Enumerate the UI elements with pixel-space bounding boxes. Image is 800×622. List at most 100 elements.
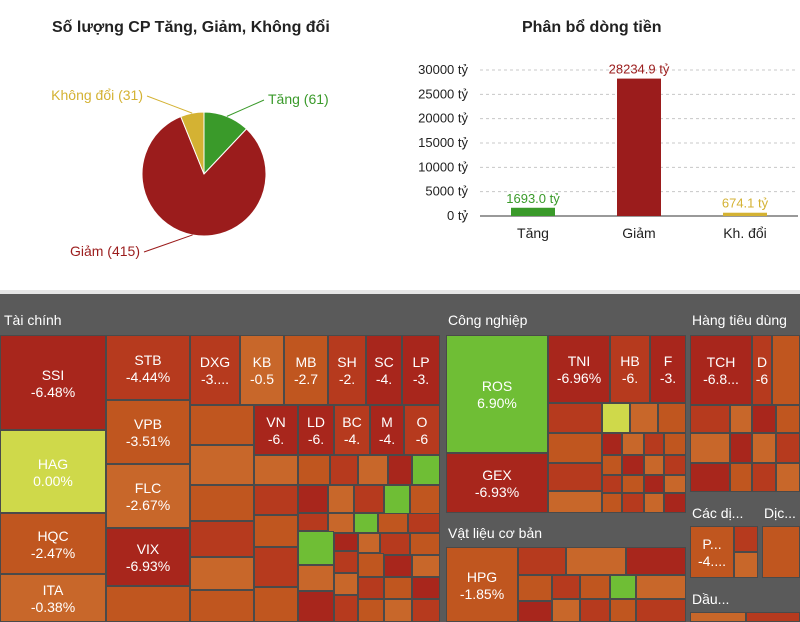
treemap-tile-sh[interactable]: SH -2. [328,335,366,405]
treemap-tile[interactable] [358,553,384,577]
treemap-tile[interactable] [378,513,408,533]
treemap-tile[interactable] [412,577,440,599]
treemap-tile[interactable] [734,526,758,552]
treemap-tile[interactable] [518,575,552,601]
treemap-tile[interactable] [358,577,384,599]
treemap-tile-dxg[interactable]: DXG -3.... [190,335,240,405]
treemap-tile[interactable] [552,575,580,599]
treemap-tile[interactable] [664,475,686,493]
treemap-tile-p[interactable]: P... -4.... [690,526,734,578]
treemap-tile-vix[interactable]: VIX -6.93% [106,528,190,586]
treemap-tile[interactable] [354,485,384,513]
treemap-tile[interactable] [358,455,388,485]
treemap-tile[interactable] [644,455,664,475]
treemap-tile[interactable] [384,577,412,599]
treemap-tile[interactable] [580,575,610,599]
treemap-tile-vn[interactable]: VN -6. [254,405,298,455]
treemap-tile[interactable] [630,403,658,433]
treemap-tile[interactable] [658,403,686,433]
treemap-tile[interactable] [772,335,800,405]
treemap-tile[interactable] [622,493,644,513]
treemap-tile[interactable] [644,475,664,493]
treemap-tile-gex[interactable]: GEX -6.93% [446,453,548,513]
treemap-tile[interactable] [664,433,686,455]
treemap-tile[interactable] [190,557,254,590]
treemap-tile[interactable] [410,485,440,515]
treemap-tile[interactable] [664,493,686,513]
treemap-tile[interactable] [752,405,776,433]
treemap-tile-sc[interactable]: SC -4. [366,335,402,405]
treemap-tile[interactable] [254,547,298,587]
treemap-tile[interactable] [254,485,298,515]
treemap-tile[interactable] [664,455,686,475]
treemap-tile[interactable] [622,455,644,475]
treemap-tile-m[interactable]: M -4. [370,405,404,455]
treemap-tile[interactable] [354,513,378,533]
treemap-tile[interactable] [388,455,412,485]
treemap-tile-lp[interactable]: LP -3. [402,335,440,405]
treemap-tile-o[interactable]: O -6 [404,405,440,455]
treemap-tile[interactable] [730,405,752,433]
treemap-tile[interactable] [548,433,602,463]
treemap-tile[interactable] [334,551,358,573]
treemap-tile[interactable] [690,433,730,463]
treemap-tile[interactable] [602,493,622,513]
treemap-tile[interactable] [730,433,752,463]
treemap-tile[interactable] [636,575,686,599]
treemap-tile[interactable] [776,433,800,463]
treemap-tile[interactable] [610,575,636,599]
treemap-tile[interactable] [412,599,440,622]
treemap-tile-stb[interactable]: STB -4.44% [106,335,190,400]
treemap-tile[interactable] [190,590,254,622]
treemap-tile[interactable] [380,533,410,555]
treemap-tile[interactable] [412,555,440,577]
treemap-tile-bc[interactable]: BC -4. [334,405,370,455]
treemap-tile-d[interactable]: D -6 [752,335,772,405]
treemap-tile[interactable] [690,463,730,492]
treemap-tile[interactable] [298,513,328,531]
treemap-tile[interactable] [384,555,412,577]
treemap-tile[interactable] [602,475,622,493]
treemap-tile-ssi[interactable]: SSI -6.48% [0,335,106,430]
treemap-tile[interactable] [762,526,800,578]
treemap-tile[interactable] [328,485,354,513]
treemap-tile[interactable] [106,586,190,622]
treemap-tile[interactable] [410,533,440,555]
treemap-tile[interactable] [190,521,254,557]
treemap-tile-hb[interactable]: HB -6. [610,335,650,403]
treemap-tile-ld[interactable]: LD -6. [298,405,334,455]
treemap-tile[interactable] [334,573,358,595]
treemap-tile[interactable] [636,599,686,622]
treemap-tile[interactable] [610,599,636,622]
treemap-tile[interactable] [298,455,330,485]
treemap-tile[interactable] [518,601,552,622]
treemap-tile-hpg[interactable]: HPG -1.85% [446,547,518,622]
treemap-tile-flc[interactable]: FLC -2.67% [106,464,190,528]
treemap-tile[interactable] [548,403,602,433]
treemap-tile[interactable] [746,612,800,622]
treemap-tile[interactable] [190,445,254,485]
treemap-tile[interactable] [334,533,358,551]
treemap-tile[interactable] [408,513,440,533]
treemap-tile[interactable] [358,533,380,553]
treemap-tile[interactable] [734,552,758,578]
treemap-tile[interactable] [298,485,328,513]
treemap-tile[interactable] [626,547,686,575]
treemap-tile[interactable] [328,513,354,533]
treemap-tile[interactable] [358,599,384,622]
treemap-tile[interactable] [254,455,298,485]
treemap-tile[interactable] [752,463,776,492]
treemap-tile[interactable] [580,599,610,622]
treemap-tile-hag[interactable]: HAG 0.00% [0,430,106,513]
treemap-tile[interactable] [566,547,626,575]
treemap-tile[interactable] [622,433,644,455]
treemap-tile[interactable] [412,455,440,485]
treemap-tile-mb[interactable]: MB -2.7 [284,335,328,405]
treemap-tile-kb[interactable]: KB -0.5 [240,335,284,405]
treemap-tile[interactable] [384,485,410,515]
treemap-tile[interactable] [254,587,298,622]
treemap-tile[interactable] [644,433,664,455]
treemap-tile-f[interactable]: F -3. [650,335,686,403]
treemap-tile[interactable] [548,463,602,491]
treemap-tile[interactable] [752,433,776,463]
